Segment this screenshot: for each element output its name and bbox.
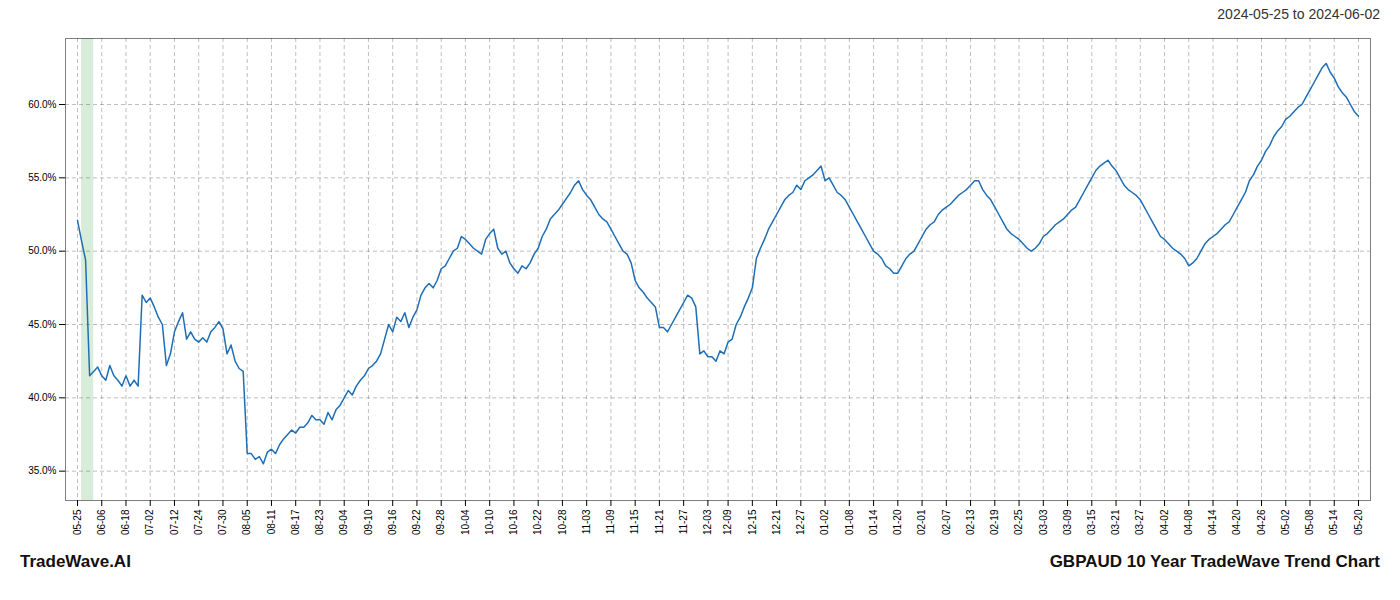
- svg-text:04-14: 04-14: [1207, 509, 1218, 535]
- svg-text:01-02: 01-02: [819, 509, 830, 535]
- html-text:GBPAUD 10 Year TradeWave Trend: GBPAUD 10 Year TradeWave Trend Chart: [1049, 552, 1380, 571]
- svg-text:12-15: 12-15: [747, 509, 758, 535]
- svg-text:05-20: 05-20: [1353, 509, 1364, 535]
- svg-text:02-13: 02-13: [965, 509, 976, 535]
- html-text:2024-05-25 to 2024-06-02: 2024-05-25 to 2024-06-02: [1217, 6, 1380, 22]
- svg-text:01-20: 01-20: [892, 509, 903, 535]
- svg-text:05-25: 05-25: [72, 509, 83, 535]
- svg-text:09-22: 09-22: [411, 509, 422, 535]
- svg-text:12-09: 12-09: [722, 509, 733, 535]
- svg-text:11-09: 11-09: [605, 509, 616, 534]
- svg-text:03-21: 03-21: [1110, 509, 1121, 535]
- svg-text:04-20: 04-20: [1231, 509, 1242, 535]
- svg-text:06-06: 06-06: [96, 509, 107, 535]
- svg-text:10-22: 10-22: [532, 509, 543, 535]
- svg-text:12-21: 12-21: [771, 509, 782, 535]
- svg-text:11-27: 11-27: [678, 509, 689, 534]
- svg-text:11-21: 11-21: [654, 509, 665, 534]
- svg-text:45.0%: 45.0%: [28, 319, 56, 330]
- svg-text:11-15: 11-15: [629, 509, 640, 534]
- svg-text:07-12: 07-12: [169, 509, 180, 535]
- svg-text:10-28: 10-28: [557, 509, 568, 535]
- svg-text:55.0%: 55.0%: [28, 172, 56, 183]
- svg-text:07-02: 07-02: [144, 509, 155, 535]
- svg-text:05-08: 05-08: [1304, 509, 1315, 535]
- svg-text:10-16: 10-16: [508, 509, 519, 535]
- svg-text:12-03: 12-03: [702, 509, 713, 535]
- svg-text:07-30: 07-30: [217, 509, 228, 535]
- svg-text:04-26: 04-26: [1256, 509, 1267, 535]
- svg-text:09-28: 09-28: [435, 509, 446, 535]
- svg-text:03-27: 03-27: [1134, 509, 1145, 535]
- svg-text:60.0%: 60.0%: [28, 99, 56, 110]
- svg-text:03-15: 03-15: [1086, 509, 1097, 535]
- svg-text:04-02: 04-02: [1159, 509, 1170, 535]
- svg-text:11-03: 11-03: [581, 509, 592, 534]
- html-text:TradeWave.AI: TradeWave.AI: [20, 552, 131, 571]
- svg-text:01-08: 01-08: [844, 509, 855, 535]
- svg-text:06-18: 06-18: [120, 509, 131, 535]
- svg-text:12-27: 12-27: [795, 509, 806, 535]
- svg-text:40.0%: 40.0%: [28, 392, 56, 403]
- svg-text:10-10: 10-10: [484, 509, 495, 535]
- svg-text:01-14: 01-14: [868, 509, 879, 535]
- svg-text:09-16: 09-16: [387, 509, 398, 535]
- svg-text:05-02: 05-02: [1280, 509, 1291, 535]
- svg-text:03-03: 03-03: [1038, 509, 1049, 535]
- svg-text:02-25: 02-25: [1013, 509, 1024, 535]
- svg-text:07-24: 07-24: [193, 509, 204, 535]
- svg-text:08-23: 08-23: [314, 509, 325, 535]
- svg-text:08-17: 08-17: [290, 509, 301, 535]
- svg-text:09-10: 09-10: [363, 509, 374, 535]
- svg-text:02-01: 02-01: [916, 509, 927, 535]
- svg-text:08-11: 08-11: [266, 509, 277, 534]
- svg-text:50.0%: 50.0%: [28, 245, 56, 256]
- svg-text:04-08: 04-08: [1183, 509, 1194, 535]
- svg-text:10-04: 10-04: [460, 509, 471, 535]
- svg-text:03-09: 03-09: [1062, 509, 1073, 535]
- svg-text:05-14: 05-14: [1328, 509, 1339, 535]
- svg-text:35.0%: 35.0%: [28, 465, 56, 476]
- svg-text:09-04: 09-04: [338, 509, 349, 535]
- svg-text:08-05: 08-05: [241, 509, 252, 535]
- svg-text:02-07: 02-07: [941, 509, 952, 535]
- svg-text:02-19: 02-19: [989, 509, 1000, 535]
